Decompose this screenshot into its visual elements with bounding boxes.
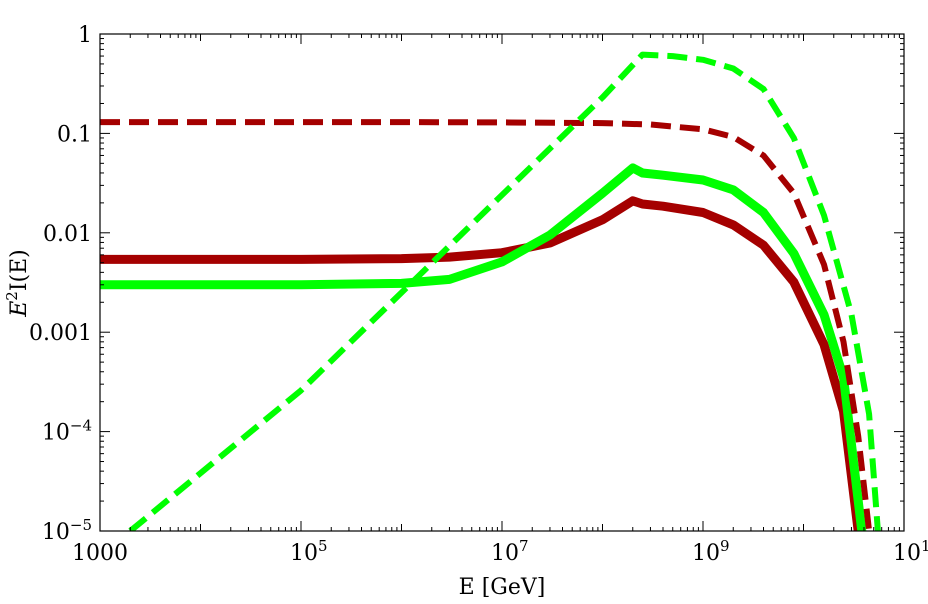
- y-tick-label: 0.001: [29, 321, 92, 346]
- series-line-1: [100, 196, 863, 531]
- y-tick-label: 1: [78, 23, 92, 48]
- y-axis-title: E2I(E): [3, 249, 32, 318]
- series-line-3: [100, 119, 873, 531]
- series-line-2: [100, 163, 867, 531]
- x-tick-label: 105: [290, 537, 328, 566]
- x-axis-title: E [GeV]: [459, 575, 546, 600]
- x-tick-label: 109: [692, 537, 730, 566]
- x-tick-label: 1000: [72, 541, 128, 566]
- y-tick-label: 0.01: [43, 222, 92, 247]
- series-layer: [100, 51, 881, 531]
- series-line-4: [128, 51, 881, 531]
- y-tick-label: 10−5: [42, 516, 92, 545]
- y-tick-label: 10−4: [42, 417, 92, 446]
- y-tick-label: 0.1: [57, 122, 92, 147]
- x-tick-label: 107: [491, 537, 529, 566]
- tick-layer: [99, 33, 905, 532]
